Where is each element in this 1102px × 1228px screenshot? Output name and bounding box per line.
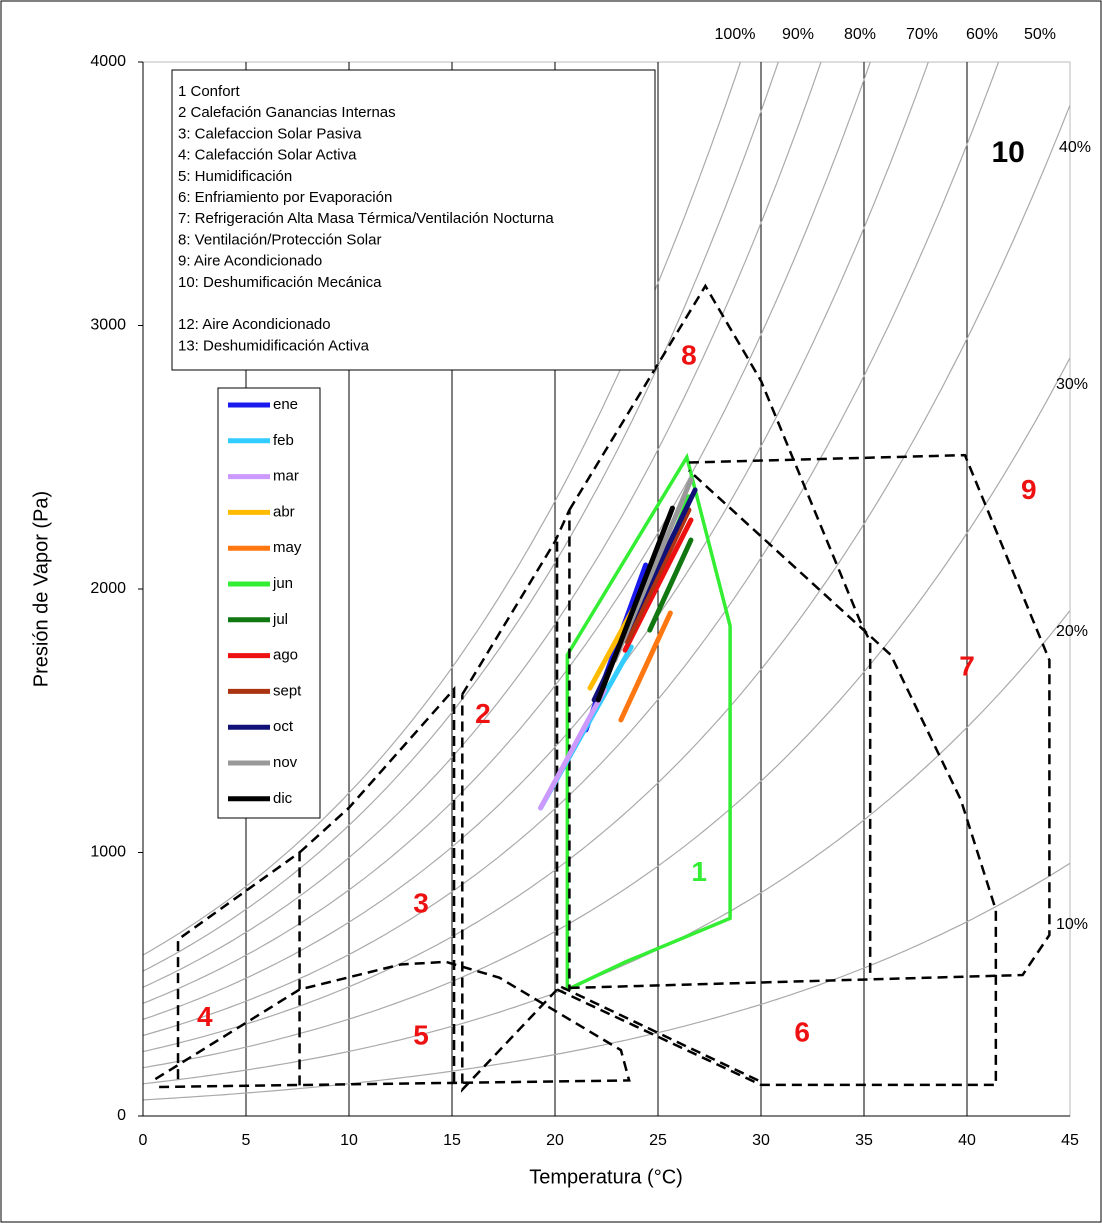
rh-label: 70%: [906, 26, 938, 43]
zone-label: 8: [681, 340, 697, 371]
zone-outline: [176, 850, 301, 1090]
x-tick-label: 15: [443, 1132, 461, 1149]
zone-label: 6: [794, 1017, 810, 1048]
note-line: 3: Calefaccion Solar Pasiva: [178, 125, 362, 142]
notes-box: [171, 69, 656, 371]
note-line: 10: Deshumificación Mecánica: [178, 274, 382, 291]
rh-label: 80%: [844, 26, 876, 43]
x-tick-label: 0: [139, 1132, 148, 1149]
legend-label: ene: [273, 396, 298, 413]
zones: [154, 283, 1051, 1093]
rh-label: 90%: [782, 26, 814, 43]
note-line: 5: Humidificación: [178, 168, 292, 185]
y-tick-label: 0: [117, 1107, 126, 1124]
legend-label: sept: [273, 682, 302, 699]
x-tick-label: 25: [649, 1132, 667, 1149]
zone-label: 9: [1021, 474, 1037, 505]
note-line: 7: Refrigeración Alta Masa Térmica/Venti…: [178, 210, 554, 227]
note-line: 4: Calefacción Solar Activa: [178, 147, 357, 164]
legend-label: oct: [273, 718, 294, 735]
zone-outline: [298, 685, 456, 1088]
x-tick-label: 40: [958, 1132, 976, 1149]
y-tick-label: 2000: [90, 580, 126, 597]
zone-outline: [568, 283, 872, 979]
zone-label: 2: [475, 698, 491, 729]
note-line: 8: Ventilación/Protección Solar: [178, 231, 381, 248]
rh-label: 40%: [1059, 139, 1091, 156]
zone-label: 3: [413, 888, 429, 919]
x-tick-label: 30: [752, 1132, 770, 1149]
y-tick-label: 3000: [90, 317, 126, 334]
x-tick-label: 10: [340, 1132, 358, 1149]
zone-outline: [556, 469, 998, 1087]
month-line: [595, 505, 675, 703]
legend-box: [217, 387, 321, 819]
x-tick-label: 35: [855, 1132, 873, 1149]
x-tick-label: 5: [242, 1132, 251, 1149]
legend: ene feb mar abr may jun jul ago sept oct nov dic: [228, 396, 302, 807]
legend-label: abr: [273, 503, 295, 520]
note-line: 13: Deshumidificación Activa: [178, 337, 370, 354]
rh-label: 60%: [966, 26, 998, 43]
legend-label: jun: [272, 575, 293, 592]
note-line: 2 Calefación Ganancias Internas: [178, 104, 396, 121]
rh-curve: [143, 62, 822, 988]
rh-curve: [143, 862, 1070, 1101]
month-line: [624, 507, 692, 645]
zone-label: 1: [691, 856, 707, 887]
rh-curve: [143, 62, 742, 956]
zone-outline: [560, 985, 762, 1083]
legend-label: mar: [273, 468, 299, 485]
rh-label: 30%: [1056, 376, 1088, 393]
rh-label: 50%: [1024, 26, 1056, 43]
note-line: 9: Aire Acondicionado: [178, 253, 322, 270]
zone-label: 7: [959, 650, 975, 681]
legend-label: ago: [273, 647, 298, 664]
x-tick-label: 45: [1061, 1132, 1079, 1149]
rh-label: 20%: [1056, 623, 1088, 640]
note-line: 1 Confort: [178, 83, 241, 100]
zone-label: 10: [992, 136, 1025, 169]
legend-label: jul: [272, 611, 288, 628]
y-tick-label: 4000: [90, 53, 126, 70]
legend-label: may: [273, 539, 302, 556]
month-line: [538, 687, 607, 811]
zone-outline: [565, 452, 732, 992]
y-tick-label: 1000: [90, 844, 126, 861]
zone-outline: [569, 453, 1051, 990]
rh-curve: [143, 62, 779, 972]
month-line: [647, 537, 694, 633]
rh-label: 100%: [715, 26, 756, 43]
rh-curve: [143, 357, 1070, 1069]
x-tick-label: 20: [546, 1132, 564, 1149]
rh-curve: [143, 62, 1000, 1037]
x-axis-label: Temperatura (°C): [529, 1166, 683, 1188]
zone-outline: [461, 541, 559, 1093]
legend-label: dic: [273, 790, 293, 807]
y-axis-label: Presión de Vapor (Pa): [30, 491, 52, 687]
zone-label: 4: [197, 1001, 213, 1032]
rh-curve: [143, 104, 1070, 1053]
note-line: 6: Enfriamiento por Evaporación: [178, 189, 392, 206]
series: [538, 477, 698, 811]
month-line: [618, 610, 673, 723]
zone-label: 5: [413, 1019, 429, 1050]
note-line: 12: Aire Acondicionado: [178, 316, 331, 333]
rh-curve: [143, 62, 871, 1004]
legend-label: feb: [273, 432, 294, 449]
legend-label: nov: [273, 754, 298, 771]
rh-label: 10%: [1056, 916, 1088, 933]
notes: 1 Confort 2 Calefación Ganancias Internas…: [178, 83, 554, 354]
